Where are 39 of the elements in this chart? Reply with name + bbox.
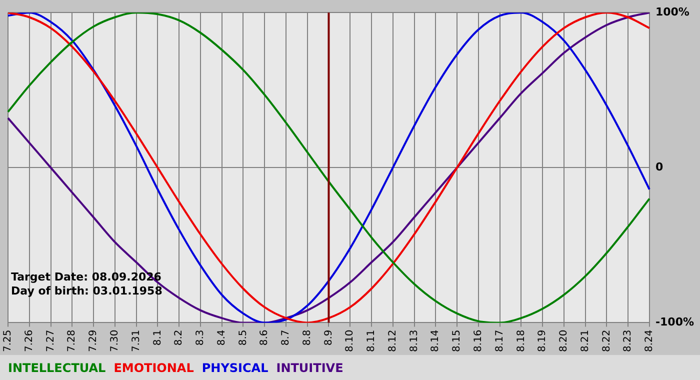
x-tick-label: 8.14 bbox=[430, 330, 442, 352]
x-tick-label: 8.23 bbox=[622, 330, 634, 352]
text: INTUITIVE bbox=[276, 361, 344, 375]
text: PHYSICAL bbox=[202, 361, 268, 375]
x-tick-label: 8.1 bbox=[152, 330, 164, 346]
x-tick-label: 8.20 bbox=[558, 330, 570, 352]
x-tick-label: 8.16 bbox=[472, 330, 484, 352]
x-tick-label: 8.5 bbox=[238, 330, 249, 346]
x-tick-label: 8.10 bbox=[344, 330, 356, 352]
x-tick-label: 8.9 bbox=[323, 330, 334, 346]
x-tick-label: 8.24 bbox=[644, 330, 656, 352]
x-tick-label: 7.29 bbox=[88, 330, 100, 352]
y-tick-label: 100% bbox=[655, 5, 690, 18]
x-tick-label: 8.22 bbox=[601, 330, 612, 352]
x-tick-label: 8.12 bbox=[387, 330, 398, 352]
annotation: Day of birth: 03.01.1958 bbox=[11, 284, 162, 298]
x-tick-label: 8.7 bbox=[280, 330, 292, 346]
x-tick-label: 8.3 bbox=[195, 330, 206, 346]
x-tick-label: 8.21 bbox=[580, 330, 591, 352]
x-tick-label: 8.18 bbox=[516, 330, 527, 352]
x-tick-label: 7.25 bbox=[2, 330, 14, 352]
x-tick-label: 8.2 bbox=[174, 330, 185, 346]
x-tick-label: 8.13 bbox=[408, 330, 420, 352]
x-tick-label: 8.4 bbox=[216, 330, 228, 346]
y-tick-label: -100% bbox=[655, 316, 694, 329]
text: EMOTIONAL bbox=[114, 361, 194, 375]
x-tick-label: 8.19 bbox=[537, 330, 548, 352]
x-tick-label: 7.27 bbox=[45, 330, 56, 352]
x-tick-label: 8.15 bbox=[452, 330, 463, 352]
y-tick-label: 0 bbox=[655, 160, 664, 174]
x-tick-label: 8.8 bbox=[302, 330, 313, 346]
x-tick-label: 7.31 bbox=[130, 330, 142, 352]
x-tick-label: 7.28 bbox=[66, 330, 78, 352]
x-tick-label: 8.17 bbox=[494, 330, 506, 352]
text: INTELLECTUAL bbox=[8, 361, 106, 375]
x-tick-label: 7.26 bbox=[24, 330, 35, 352]
x-tick-label: 8.6 bbox=[259, 330, 270, 346]
x-tick-label: 7.30 bbox=[110, 330, 120, 352]
x-tick-label: 8.11 bbox=[366, 330, 378, 352]
